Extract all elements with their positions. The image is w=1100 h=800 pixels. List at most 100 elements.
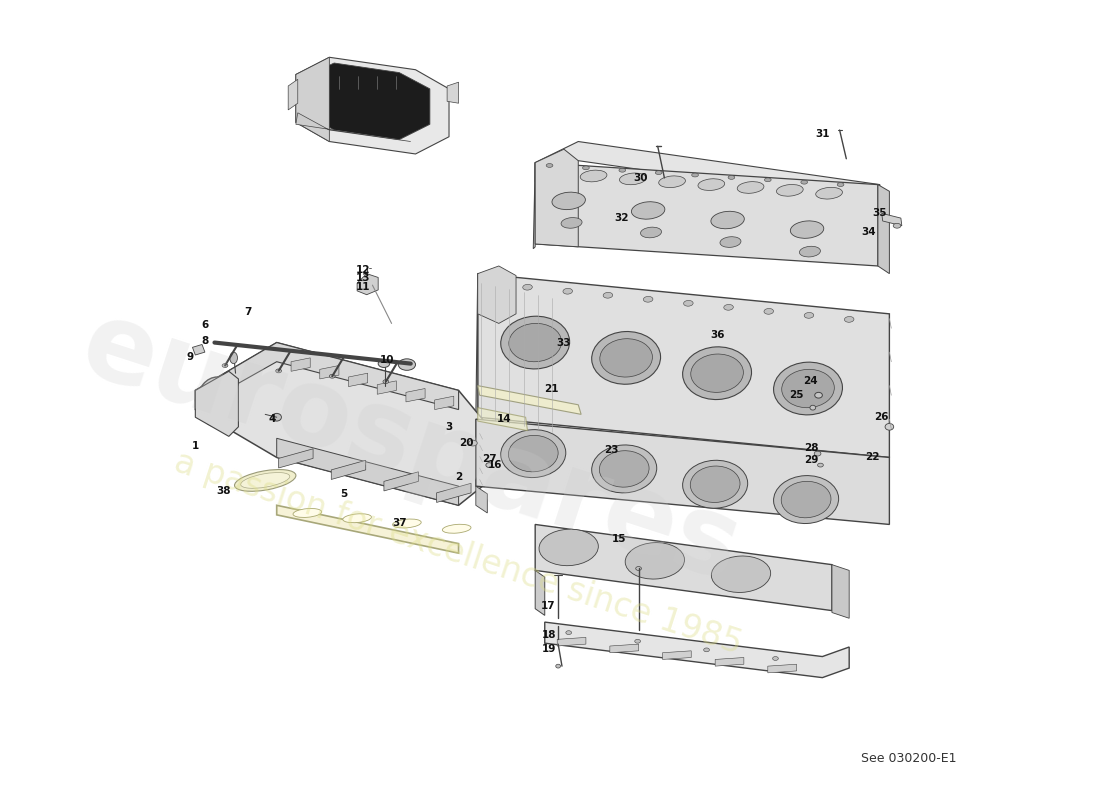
Polygon shape <box>320 366 339 379</box>
Ellipse shape <box>556 664 561 668</box>
Ellipse shape <box>522 284 532 290</box>
Text: 35: 35 <box>872 208 887 218</box>
Text: 13: 13 <box>355 274 370 283</box>
Ellipse shape <box>712 556 771 593</box>
Polygon shape <box>558 638 586 646</box>
Ellipse shape <box>656 170 662 174</box>
Ellipse shape <box>343 514 372 522</box>
Polygon shape <box>434 396 454 410</box>
Polygon shape <box>536 149 579 247</box>
Ellipse shape <box>773 362 843 415</box>
Polygon shape <box>196 342 483 506</box>
Ellipse shape <box>814 451 821 456</box>
Text: 7: 7 <box>244 307 252 317</box>
Polygon shape <box>296 58 449 154</box>
Ellipse shape <box>837 182 844 186</box>
Text: 20: 20 <box>459 438 473 448</box>
Text: 12: 12 <box>355 265 370 275</box>
Polygon shape <box>477 266 516 323</box>
Polygon shape <box>437 483 471 502</box>
Text: 31: 31 <box>815 129 829 139</box>
Polygon shape <box>476 486 487 513</box>
Polygon shape <box>536 525 832 610</box>
Polygon shape <box>536 162 878 266</box>
Text: 15: 15 <box>613 534 627 544</box>
Ellipse shape <box>698 178 725 190</box>
Ellipse shape <box>209 391 226 413</box>
Polygon shape <box>882 214 902 226</box>
Ellipse shape <box>583 166 590 170</box>
Ellipse shape <box>704 648 710 652</box>
Ellipse shape <box>777 185 803 196</box>
Text: See 030200-E1: See 030200-E1 <box>861 753 956 766</box>
Text: 10: 10 <box>379 354 394 365</box>
Ellipse shape <box>644 297 653 302</box>
Polygon shape <box>331 460 365 479</box>
Text: 17: 17 <box>541 601 556 611</box>
Ellipse shape <box>603 292 613 298</box>
Ellipse shape <box>234 470 296 491</box>
Ellipse shape <box>509 323 561 362</box>
Text: 18: 18 <box>541 630 556 639</box>
Polygon shape <box>768 664 796 673</box>
Polygon shape <box>377 381 396 394</box>
Text: 23: 23 <box>605 445 619 454</box>
Ellipse shape <box>561 218 582 228</box>
Ellipse shape <box>631 202 664 219</box>
Text: 36: 36 <box>710 330 724 340</box>
Polygon shape <box>476 419 890 525</box>
Ellipse shape <box>692 173 698 177</box>
Text: 11: 11 <box>355 282 370 292</box>
Ellipse shape <box>683 301 693 306</box>
Polygon shape <box>447 82 459 103</box>
Polygon shape <box>349 373 367 386</box>
Text: 21: 21 <box>544 383 559 394</box>
Text: 3: 3 <box>446 422 452 432</box>
Ellipse shape <box>764 178 771 182</box>
Text: 29: 29 <box>804 455 818 466</box>
Ellipse shape <box>815 392 823 398</box>
Ellipse shape <box>580 170 607 182</box>
Polygon shape <box>358 274 378 294</box>
Ellipse shape <box>508 435 558 472</box>
Text: 5: 5 <box>340 489 348 499</box>
Ellipse shape <box>469 440 477 446</box>
Polygon shape <box>477 386 581 414</box>
Ellipse shape <box>486 462 493 467</box>
Text: eurospares: eurospares <box>68 291 754 604</box>
Ellipse shape <box>683 347 751 399</box>
Ellipse shape <box>619 168 626 172</box>
Polygon shape <box>292 358 310 371</box>
Text: 38: 38 <box>217 486 231 496</box>
Ellipse shape <box>241 473 289 488</box>
Ellipse shape <box>539 529 598 566</box>
Text: 26: 26 <box>874 412 889 422</box>
Ellipse shape <box>691 466 740 502</box>
Text: 1: 1 <box>191 441 199 451</box>
Ellipse shape <box>500 316 570 369</box>
Ellipse shape <box>817 463 823 467</box>
Ellipse shape <box>378 360 389 367</box>
Text: 37: 37 <box>392 518 407 527</box>
Polygon shape <box>278 449 314 468</box>
Ellipse shape <box>810 406 816 410</box>
Polygon shape <box>477 274 890 458</box>
Ellipse shape <box>635 639 640 643</box>
Ellipse shape <box>683 460 748 508</box>
Ellipse shape <box>272 414 282 421</box>
Polygon shape <box>536 570 544 615</box>
Ellipse shape <box>547 163 553 167</box>
Ellipse shape <box>329 374 336 378</box>
Polygon shape <box>832 565 849 618</box>
Ellipse shape <box>276 369 282 373</box>
Ellipse shape <box>483 280 492 286</box>
Ellipse shape <box>659 176 685 187</box>
Polygon shape <box>544 622 849 678</box>
Polygon shape <box>476 274 477 419</box>
Polygon shape <box>277 438 459 506</box>
Polygon shape <box>384 472 418 491</box>
Ellipse shape <box>801 180 807 184</box>
Ellipse shape <box>383 380 388 383</box>
Ellipse shape <box>222 364 228 367</box>
Polygon shape <box>296 58 329 142</box>
